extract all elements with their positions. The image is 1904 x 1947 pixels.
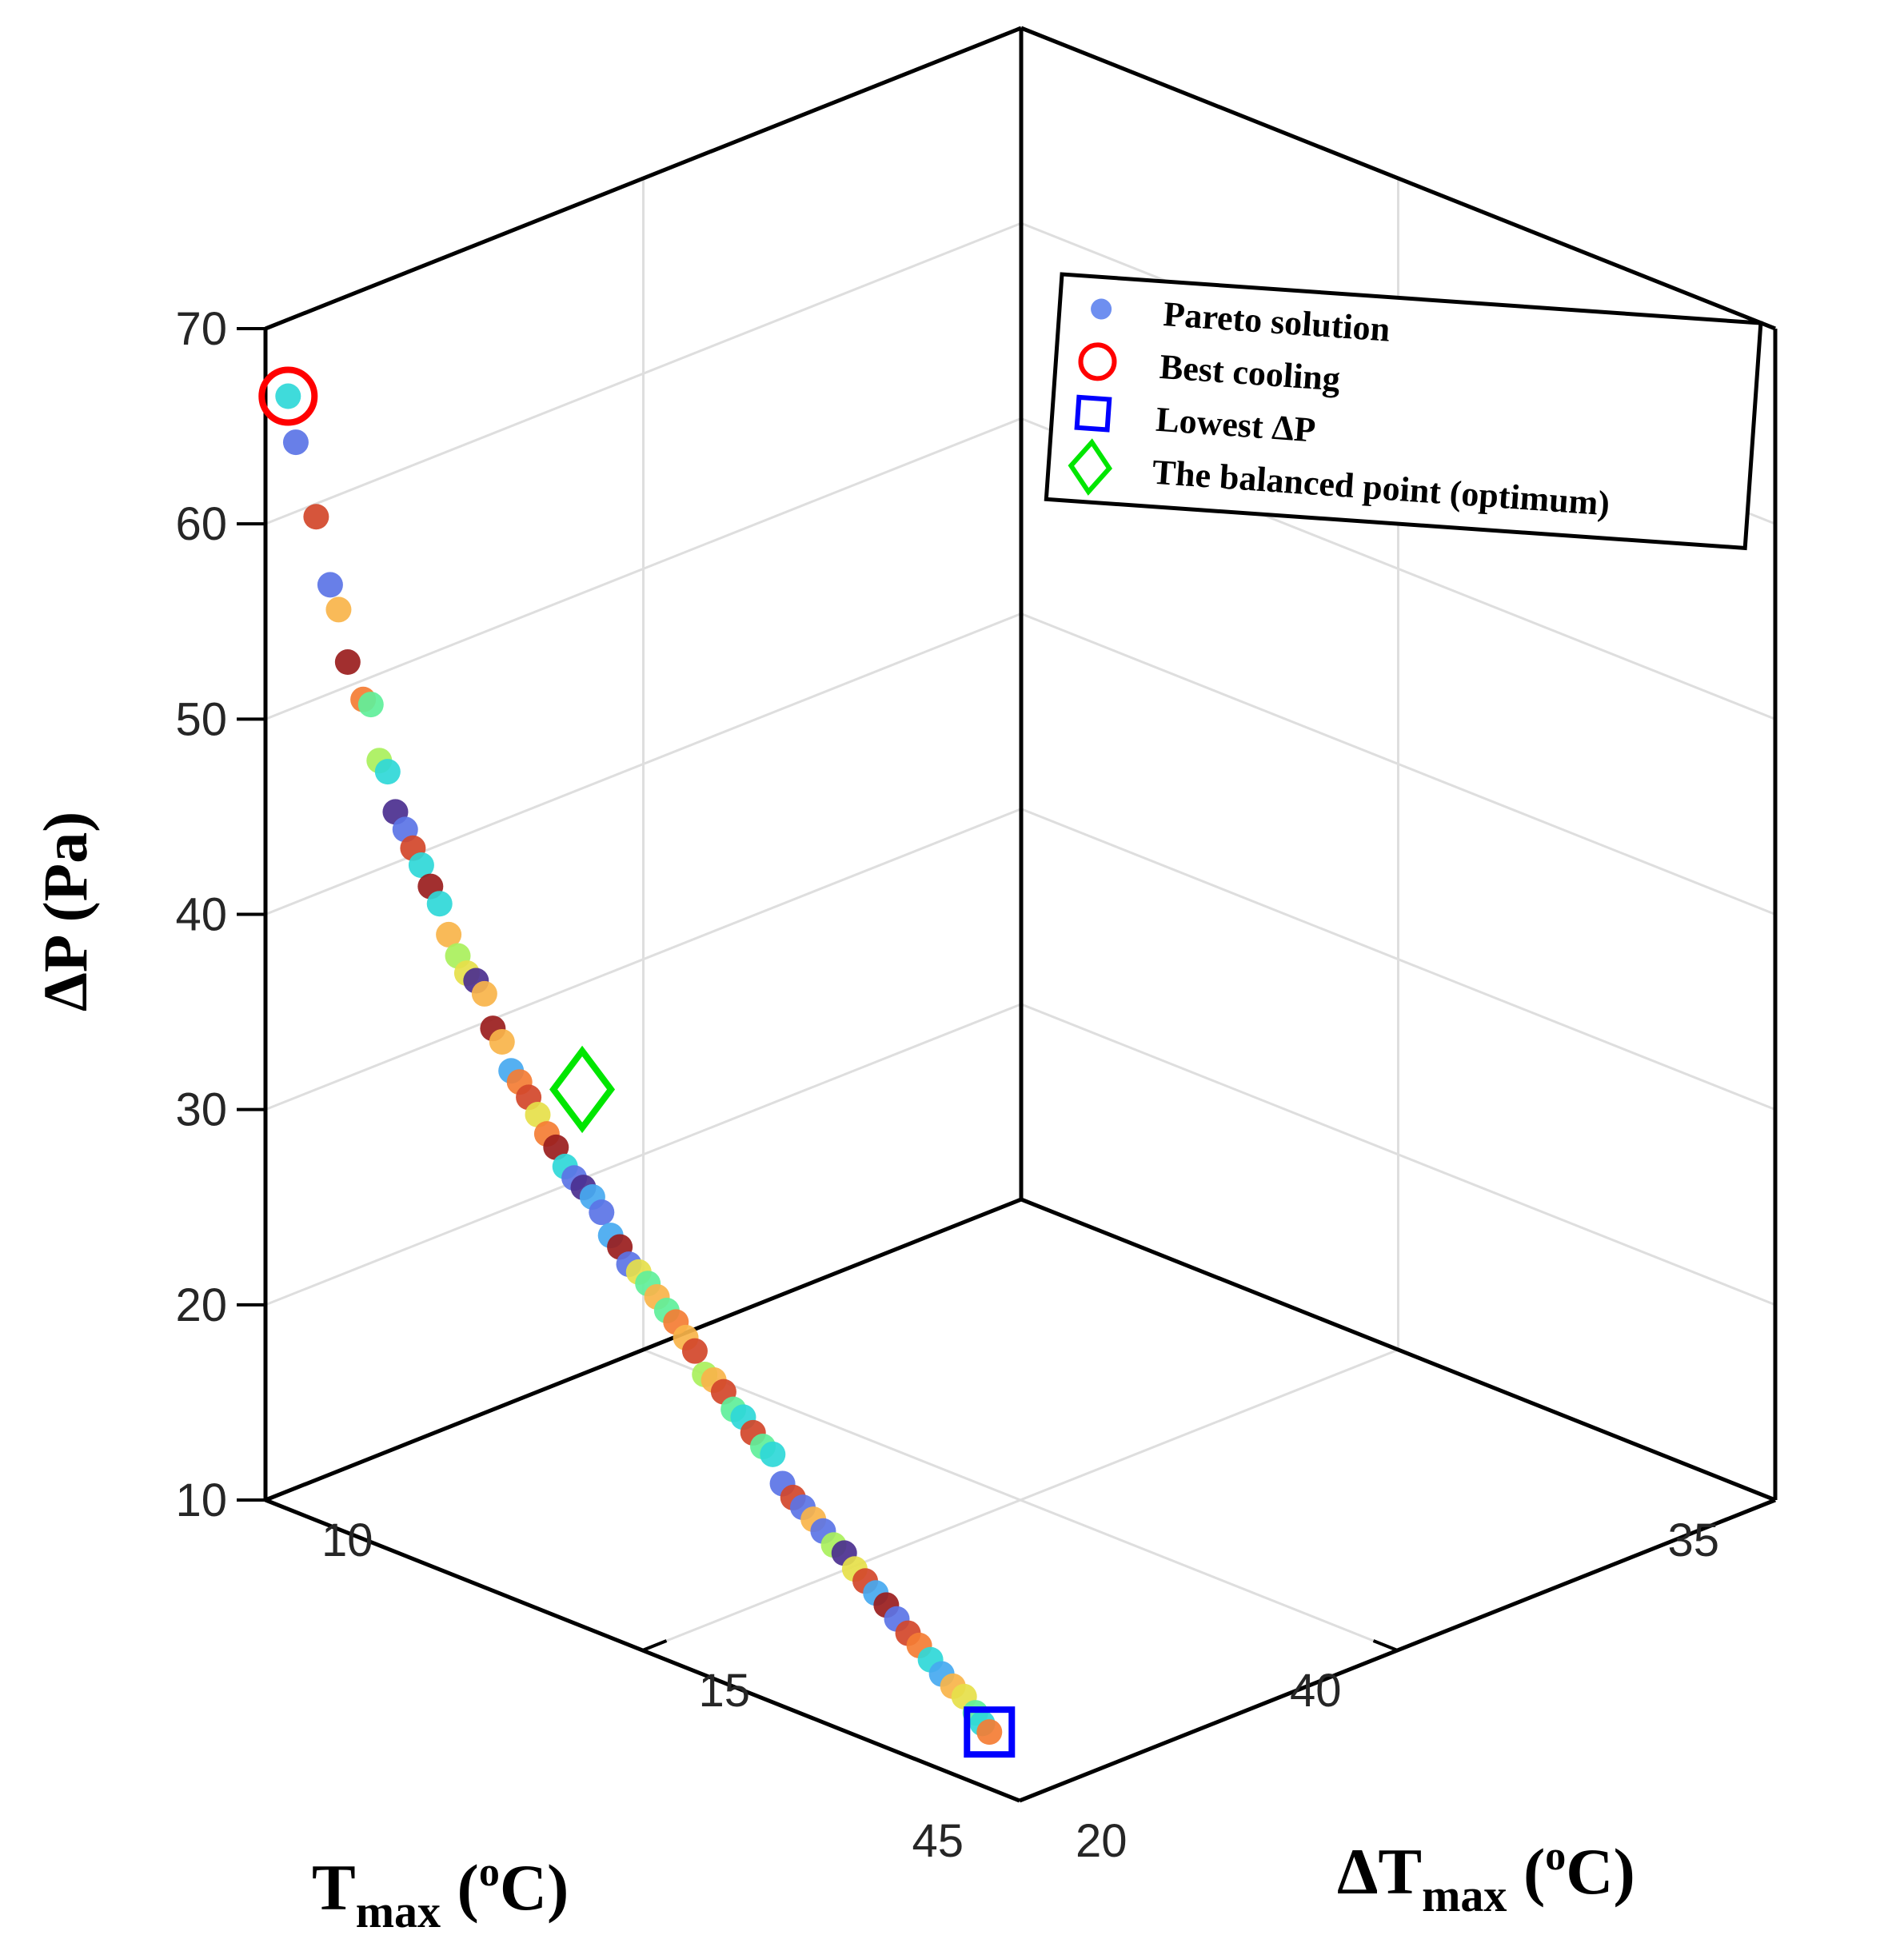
legend-lowest-dp-square-icon [1074, 394, 1112, 433]
y-tick-label-2: 20 [1076, 1815, 1128, 1867]
y-tick-mark-0 [265, 1489, 290, 1502]
axis-edge-0 [265, 1197, 1022, 1502]
pareto-point [589, 1199, 615, 1226]
pareto-point [760, 1441, 786, 1467]
legend-pareto-dot-icon [1091, 298, 1112, 320]
x-tick-mark-1 [1372, 1639, 1399, 1652]
z-tick-label-0: 10 [175, 1474, 227, 1526]
x-axis-label: Tmax (oC) [312, 1849, 569, 1937]
z-tick-label-4: 50 [175, 693, 227, 745]
legend-balanced-diamond-icon [1068, 438, 1112, 496]
y-axis-label-unit: ( [1507, 1835, 1545, 1908]
x-axis-label-unit: ( [441, 1851, 479, 1924]
legend: Pareto solution Best cooling Lowest ΔP T… [1044, 272, 1763, 551]
grid-y-floor-1 [641, 1348, 1399, 1652]
pareto-point [317, 572, 343, 598]
pareto-point [525, 1102, 551, 1128]
pareto-point [325, 596, 352, 623]
pareto-point [334, 649, 361, 676]
pareto-point [408, 852, 434, 879]
pareto-point [436, 921, 462, 948]
z-tick-label-6: 70 [175, 303, 227, 355]
pareto-point [426, 891, 453, 917]
y-tick-mark-1 [641, 1639, 668, 1652]
x-tick-label-1: 40 [1290, 1665, 1342, 1717]
x-axis-label-end: C) [500, 1851, 569, 1924]
pareto-point [282, 429, 309, 456]
y-axis-label-main: ΔT [1337, 1835, 1422, 1908]
legend-box [1044, 272, 1763, 551]
pareto-point [489, 1028, 515, 1055]
x-axis-label-sup: o [479, 1849, 500, 1895]
z-tick-label-5: 60 [175, 498, 227, 550]
best-cooling-marker [258, 366, 318, 426]
axes-box [263, 26, 1778, 1803]
y-tick-label-0: 10 [321, 1514, 373, 1566]
x-axis-label-main: T [312, 1851, 356, 1924]
axis-edge-4 [1020, 26, 1776, 331]
pareto-point [374, 759, 401, 785]
pareto-points [275, 383, 1003, 1746]
y-axis-label-sub: max [1422, 1869, 1507, 1921]
axis-edge-1 [1020, 1197, 1776, 1502]
legend-best-cooling-circle-icon [1078, 342, 1117, 381]
y-axis-label: ΔTmax (oC) [1337, 1833, 1635, 1921]
y-axis-label-sup: o [1545, 1833, 1566, 1879]
pareto-point [543, 1134, 569, 1160]
z-axis-label: ΔP (Pa) [30, 812, 100, 1011]
lowest-dp-marker [964, 1706, 1016, 1758]
x-tick-mark-0 [1750, 1489, 1776, 1502]
x-tick-mark-2 [995, 1789, 1020, 1802]
x-axis-label-sub: max [356, 1885, 441, 1937]
axis-edge-3 [265, 26, 1022, 331]
highlight-markers [258, 366, 1016, 1758]
y-tick-mark-2 [1019, 1789, 1044, 1802]
pareto-point [681, 1338, 708, 1364]
balanced-point-marker [549, 1045, 616, 1134]
z-tick-label-1: 20 [175, 1279, 227, 1331]
pareto-point [275, 383, 301, 409]
axis-ticks: 10 20 30 40 50 60 70 35 40 45 10 15 20 [175, 303, 1776, 1867]
y-axis-label-end: C) [1566, 1835, 1635, 1908]
x-tick-label-2: 45 [912, 1815, 964, 1867]
pareto-point [303, 504, 329, 530]
y-tick-label-1: 15 [699, 1665, 751, 1717]
pareto-point [357, 692, 384, 718]
z-tick-label-2: 30 [175, 1084, 227, 1136]
pareto-point [471, 980, 497, 1007]
pareto-point [976, 1719, 1003, 1746]
x-tick-label-0: 35 [1667, 1514, 1719, 1566]
z-tick-label-3: 40 [175, 889, 227, 941]
